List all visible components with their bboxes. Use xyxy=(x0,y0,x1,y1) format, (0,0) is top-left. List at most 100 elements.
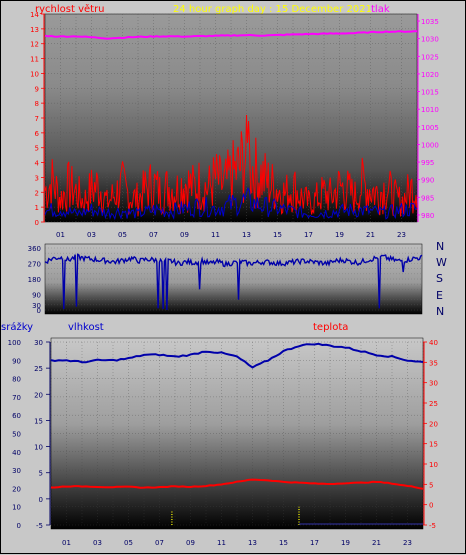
y-tick-label-pressure: 995 xyxy=(421,159,434,167)
y-tick-label-direction: 30 xyxy=(32,302,41,310)
series-layer xyxy=(44,30,424,525)
y-tick-label-pressure: 990 xyxy=(421,177,434,185)
dir-letter-s: S xyxy=(436,272,443,285)
y-tick-label-pressure: 1025 xyxy=(421,53,439,61)
y-tick-label-humidity: -5 xyxy=(36,522,43,530)
y-tick-label-wind: 9 xyxy=(35,85,39,93)
wind-speed-label: rychlost větru xyxy=(35,3,105,15)
y-tick-label-temperature: 25 xyxy=(429,400,438,408)
y-tick-label-wind: 7 xyxy=(35,115,39,123)
y-tick-label-direction: 0 xyxy=(37,307,41,315)
y-tick-label-temperature: 20 xyxy=(429,420,438,428)
x-tick-label-top: 11 xyxy=(211,231,220,239)
y-tick-label-temperature: 15 xyxy=(429,441,438,449)
x-tick-label-bottom: 07 xyxy=(155,539,164,547)
y-tick-label-wind: 6 xyxy=(35,130,40,138)
y-tick-label-wind: 10 xyxy=(30,70,39,78)
y-tick-label-rain: 100 xyxy=(8,339,21,347)
y-tick-label-wind: 14 xyxy=(30,11,39,19)
dir-letter-n-top: N xyxy=(436,240,444,253)
x-tick-label-top: 05 xyxy=(118,231,127,239)
y-tick-label-humidity: 15 xyxy=(34,417,43,425)
x-tick-label-bottom: 03 xyxy=(93,539,102,547)
x-tick-label-top: 09 xyxy=(180,231,189,239)
y-tick-label-pressure: 985 xyxy=(421,194,434,202)
y-tick-label-pressure: 1005 xyxy=(421,124,439,132)
y-tick-label-humidity: 10 xyxy=(34,444,43,452)
x-tick-label-top: 01 xyxy=(56,231,65,239)
y-tick-label-temperature: 30 xyxy=(429,380,438,388)
y-tick-label-rain: 80 xyxy=(12,376,21,384)
y-tick-label-wind: 2 xyxy=(35,189,39,197)
y-tick-label-temperature: -5 xyxy=(429,522,436,530)
y-tick-label-wind: 8 xyxy=(35,100,39,108)
x-tick-label-bottom: 11 xyxy=(217,539,226,547)
x-tick-label-top: 03 xyxy=(87,231,96,239)
y-tick-label-rain: 60 xyxy=(12,412,21,420)
x-tick-label-bottom: 17 xyxy=(310,539,319,547)
y-tick-label-pressure: 1010 xyxy=(421,106,439,114)
y-tick-label-wind: 11 xyxy=(30,56,39,64)
dir-letter-e: E xyxy=(436,289,443,302)
x-tick-label-top: 23 xyxy=(397,231,406,239)
y-tick-label-pressure: 1000 xyxy=(421,141,439,149)
dir-letter-w: W xyxy=(436,256,447,269)
y-tick-label-rain: 30 xyxy=(12,467,21,475)
y-tick-label-direction: 270 xyxy=(28,261,41,269)
x-tick-label-bottom: 19 xyxy=(341,539,350,547)
y-tick-label-rain: 0 xyxy=(17,522,21,530)
y-tick-label-pressure: 1020 xyxy=(421,71,439,79)
humidity-label: vlhkost xyxy=(68,322,104,333)
y-tick-label-wind: 4 xyxy=(35,160,40,168)
dir-letter-n-bottom: N xyxy=(436,305,444,318)
rain-label: srážky xyxy=(1,321,33,333)
x-tick-label-bottom: 01 xyxy=(62,539,71,547)
y-tick-label-wind: 3 xyxy=(35,174,39,182)
x-tick-label-top: 17 xyxy=(304,231,313,239)
axis-layer: 0123456789101112131498098599099510001005… xyxy=(8,11,439,547)
y-tick-label-wind: 13 xyxy=(30,26,39,34)
pressure-line xyxy=(44,30,417,40)
y-tick-label-humidity: 5 xyxy=(39,470,43,478)
y-tick-label-temperature: 10 xyxy=(429,461,438,469)
x-tick-label-top: 19 xyxy=(335,231,344,239)
y-tick-label-direction: 180 xyxy=(28,276,41,284)
y-tick-label-rain: 70 xyxy=(12,394,21,402)
y-tick-label-humidity: 25 xyxy=(34,365,43,373)
wind-speed-line xyxy=(44,114,418,217)
wind-direction-line xyxy=(44,253,423,311)
x-tick-label-bottom: 23 xyxy=(403,539,412,547)
y-tick-label-pressure: 980 xyxy=(421,212,434,220)
x-tick-label-top: 15 xyxy=(273,231,282,239)
wind-gust-line xyxy=(44,186,418,221)
y-tick-label-pressure: 1035 xyxy=(421,18,439,26)
temperature-label: teplota xyxy=(313,322,348,333)
y-tick-label-wind: 5 xyxy=(35,145,39,153)
x-tick-label-top: 21 xyxy=(366,231,375,239)
y-tick-label-rain: 20 xyxy=(12,485,21,493)
y-tick-label-direction: 90 xyxy=(32,292,41,300)
y-tick-label-humidity: 30 xyxy=(34,339,43,347)
chart-title: 24 hour graph day : 15 December 2021 xyxy=(173,4,372,15)
y-tick-label-rain: 10 xyxy=(12,504,21,512)
y-tick-label-rain: 40 xyxy=(12,449,21,457)
x-tick-label-bottom: 21 xyxy=(372,539,381,547)
y-tick-label-humidity: 0 xyxy=(39,496,43,504)
y-tick-label-humidity: 20 xyxy=(34,391,43,399)
wind-direction-plot-area xyxy=(44,243,423,315)
y-tick-label-wind: 0 xyxy=(35,219,39,227)
y-tick-label-rain: 50 xyxy=(12,431,21,439)
humidity-line xyxy=(50,342,424,369)
y-tick-label-wind: 12 xyxy=(30,41,39,49)
y-tick-label-temperature: 35 xyxy=(429,359,438,367)
temperature-line xyxy=(51,478,424,490)
y-tick-label-rain: 90 xyxy=(12,357,21,365)
y-tick-label-temperature: 5 xyxy=(429,481,433,489)
y-tick-label-pressure: 1030 xyxy=(421,36,439,44)
y-tick-label-wind: 1 xyxy=(35,204,39,212)
x-tick-label-top: 07 xyxy=(149,231,158,239)
x-tick-label-top: 13 xyxy=(242,231,251,239)
y-tick-label-temperature: 40 xyxy=(429,339,438,347)
